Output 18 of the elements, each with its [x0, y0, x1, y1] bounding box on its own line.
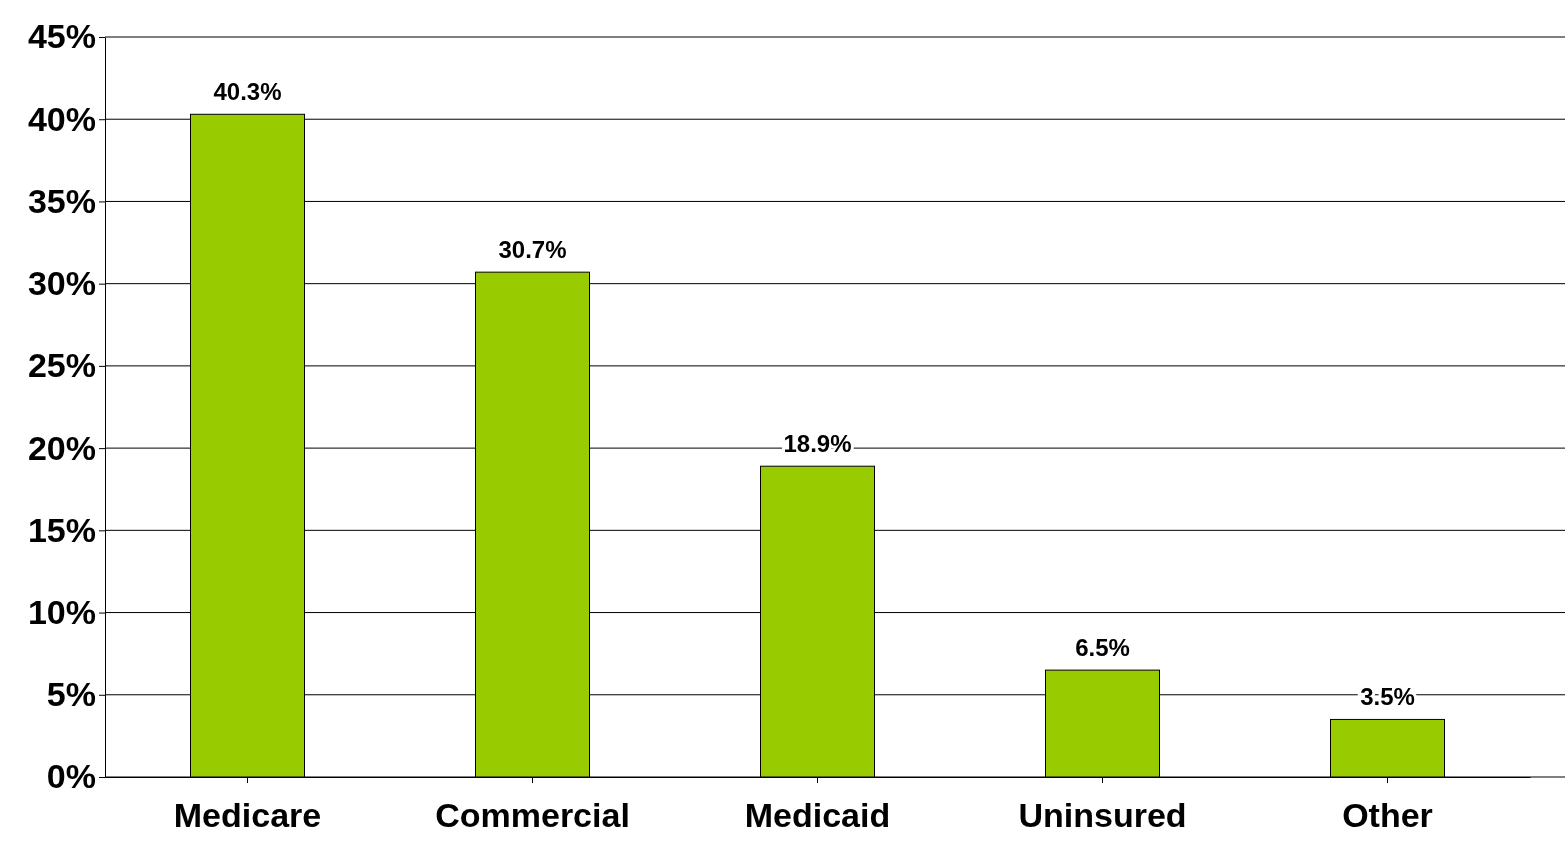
y-tick-label: 25%: [27, 346, 96, 385]
data-label: 40.3%: [213, 78, 282, 106]
y-tick-label: 5%: [46, 675, 96, 714]
y-tick-label: 20%: [27, 428, 96, 467]
y-tick-label: 30%: [27, 264, 96, 303]
y-tick-label: 45%: [27, 17, 96, 56]
data-label: 30.7%: [498, 236, 567, 264]
y-tick-label: 35%: [27, 181, 96, 220]
y-tick-label: 15%: [27, 510, 96, 549]
x-tick-label: Commercial: [435, 795, 630, 834]
y-tick-label: 40%: [27, 99, 96, 138]
x-tick-label: Uninsured: [1018, 795, 1187, 834]
x-tick-label: Medicaid: [744, 795, 891, 834]
x-tick-label: Other: [1342, 795, 1433, 834]
data-label: 6.5%: [1075, 634, 1130, 662]
y-tick-label: 10%: [27, 592, 96, 631]
y-tick-label: 0%: [46, 757, 96, 796]
x-tick-label: Medicare: [173, 795, 322, 834]
